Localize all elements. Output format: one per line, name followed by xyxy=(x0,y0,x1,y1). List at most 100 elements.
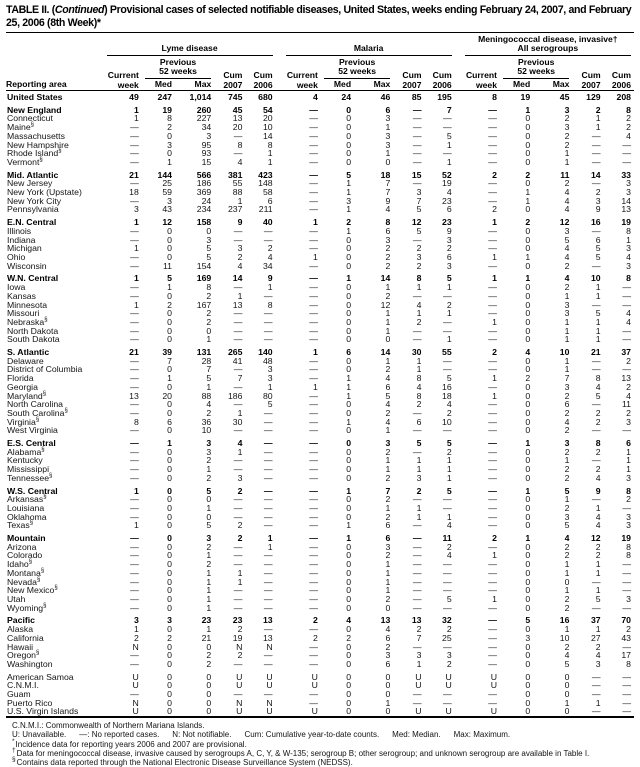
value-cell: — xyxy=(591,148,601,159)
value-cell: — xyxy=(309,689,318,700)
reporting-area-name: Maine xyxy=(7,122,31,133)
value-cell: 3 xyxy=(564,381,570,392)
value-cell: — xyxy=(488,308,497,319)
value-cell: — xyxy=(233,502,243,513)
value-cell: 0 xyxy=(385,602,391,613)
value-cell: — xyxy=(443,494,452,505)
reporting-area-cell: W.S. Central xyxy=(6,486,97,496)
value-cell: 0 xyxy=(525,113,531,124)
value-cell: 0 xyxy=(167,641,173,652)
reporting-area-cell: S. Atlantic xyxy=(6,348,97,357)
value-cell: 0 xyxy=(206,325,212,336)
value-cell: 0 xyxy=(346,251,352,262)
value-cell: 1 xyxy=(206,585,212,596)
value-cell: 1 xyxy=(446,334,452,345)
reporting-area-cell: Colorado xyxy=(6,551,97,560)
value-cell: 211 xyxy=(258,204,273,215)
value-cell: — xyxy=(130,455,139,466)
value-cell: 2 xyxy=(206,308,212,319)
value-cell: 0 xyxy=(167,502,173,513)
value-cell: — xyxy=(622,290,631,301)
value-cell: 129 xyxy=(586,92,601,103)
value-cell: — xyxy=(130,559,139,570)
value-cell: — xyxy=(443,290,452,301)
value-cell: 3 xyxy=(167,615,173,626)
value-cell: 0 xyxy=(525,697,531,708)
value-cell: — xyxy=(233,234,243,245)
value-cell: 3 xyxy=(385,541,391,552)
table-row: Delaware — 7 28 41 48 — 0 1 1 — — 0 1 — 2 xyxy=(6,355,634,366)
value-cell: — xyxy=(443,689,452,700)
legend-item: Max: Maximum. xyxy=(453,730,511,740)
value-cell: — xyxy=(309,567,318,578)
value-cell: — xyxy=(309,104,318,115)
value-cell: — xyxy=(488,299,497,310)
value-cell: — xyxy=(443,122,452,133)
value-cell: 2 xyxy=(564,390,570,401)
value-cell: U xyxy=(445,706,452,717)
value-cell: 0 xyxy=(167,148,173,159)
reporting-area-name: U.S. Virgin Islands xyxy=(7,706,79,717)
value-cell: 0 xyxy=(525,399,531,410)
value-cell: 1 xyxy=(267,381,273,392)
value-cell: 2 xyxy=(564,260,570,271)
value-cell: 12 xyxy=(559,217,570,228)
reporting-area-name: Delaware xyxy=(7,355,44,366)
value-cell: 1 xyxy=(385,425,391,436)
value-cell: 4 xyxy=(564,273,570,284)
value-cell: — xyxy=(233,464,243,475)
value-cell: 0 xyxy=(525,541,531,552)
value-cell: 0 xyxy=(525,178,531,189)
value-cell: — xyxy=(130,594,139,604)
value-cell: — xyxy=(309,494,318,505)
value-cell: 3 xyxy=(416,472,422,483)
value-cell: 1 xyxy=(385,697,391,708)
value-cell: — xyxy=(488,355,497,366)
value-cell: 19 xyxy=(232,632,243,643)
value-cell: 2 xyxy=(564,641,570,652)
value-cell: — xyxy=(622,139,631,150)
value-cell: — xyxy=(488,464,497,475)
value-cell: — xyxy=(130,585,139,596)
value-cell: 11 xyxy=(621,399,631,410)
table-row: Puerto Rico N 0 0 N N — 0 1 — — — 0 1 1 — xyxy=(6,697,634,708)
value-cell: 0 xyxy=(346,641,352,652)
value-cell: 1 xyxy=(313,381,318,392)
value-cell: 8 xyxy=(626,225,631,236)
reporting-area-cell: Louisiana xyxy=(6,504,97,513)
value-cell: 9 xyxy=(237,217,243,228)
value-cell: — xyxy=(309,585,318,596)
value-cell: 49 xyxy=(129,92,139,103)
value-cell: 1 xyxy=(564,697,570,708)
value-cell: 0 xyxy=(525,472,531,483)
value-cell: 0 xyxy=(167,225,173,236)
value-cell: 0 xyxy=(346,594,352,604)
value-cell: 0 xyxy=(167,251,173,262)
value-cell: U xyxy=(311,680,318,691)
value-cell: 1 xyxy=(626,446,631,457)
value-cell: 43 xyxy=(621,632,631,643)
value-cell: 1 xyxy=(385,585,391,596)
value-cell: 3 xyxy=(267,373,273,384)
value-cell: 5 xyxy=(564,658,570,669)
value-cell: 158 xyxy=(196,217,212,228)
value-cell: 2 xyxy=(237,251,243,262)
table-row: Oregon§ — 0 2 2 — — 0 3 3 3 — 0 4 4 17 xyxy=(6,650,634,660)
value-cell: 13 xyxy=(621,373,631,384)
reporting-area-name: Mid. Atlantic xyxy=(7,169,59,180)
value-cell: — xyxy=(591,602,601,613)
value-cell: 7 xyxy=(564,373,570,384)
value-cell: 5 xyxy=(446,485,452,496)
value-cell: 5 xyxy=(346,169,352,180)
value-cell: 1 xyxy=(416,464,422,475)
value-cell: 1 xyxy=(237,407,243,418)
value-cell: 9 xyxy=(446,225,452,236)
value-cell: 0 xyxy=(385,156,391,167)
value-cell: 3 xyxy=(206,130,212,141)
value-cell: — xyxy=(412,541,422,552)
value-cell: — xyxy=(309,299,318,310)
value-cell: — xyxy=(412,576,422,587)
reporting-area-cell: New Hampshire xyxy=(6,140,97,150)
value-cell: 5 xyxy=(167,273,173,284)
value-cell: 2 xyxy=(385,594,391,604)
